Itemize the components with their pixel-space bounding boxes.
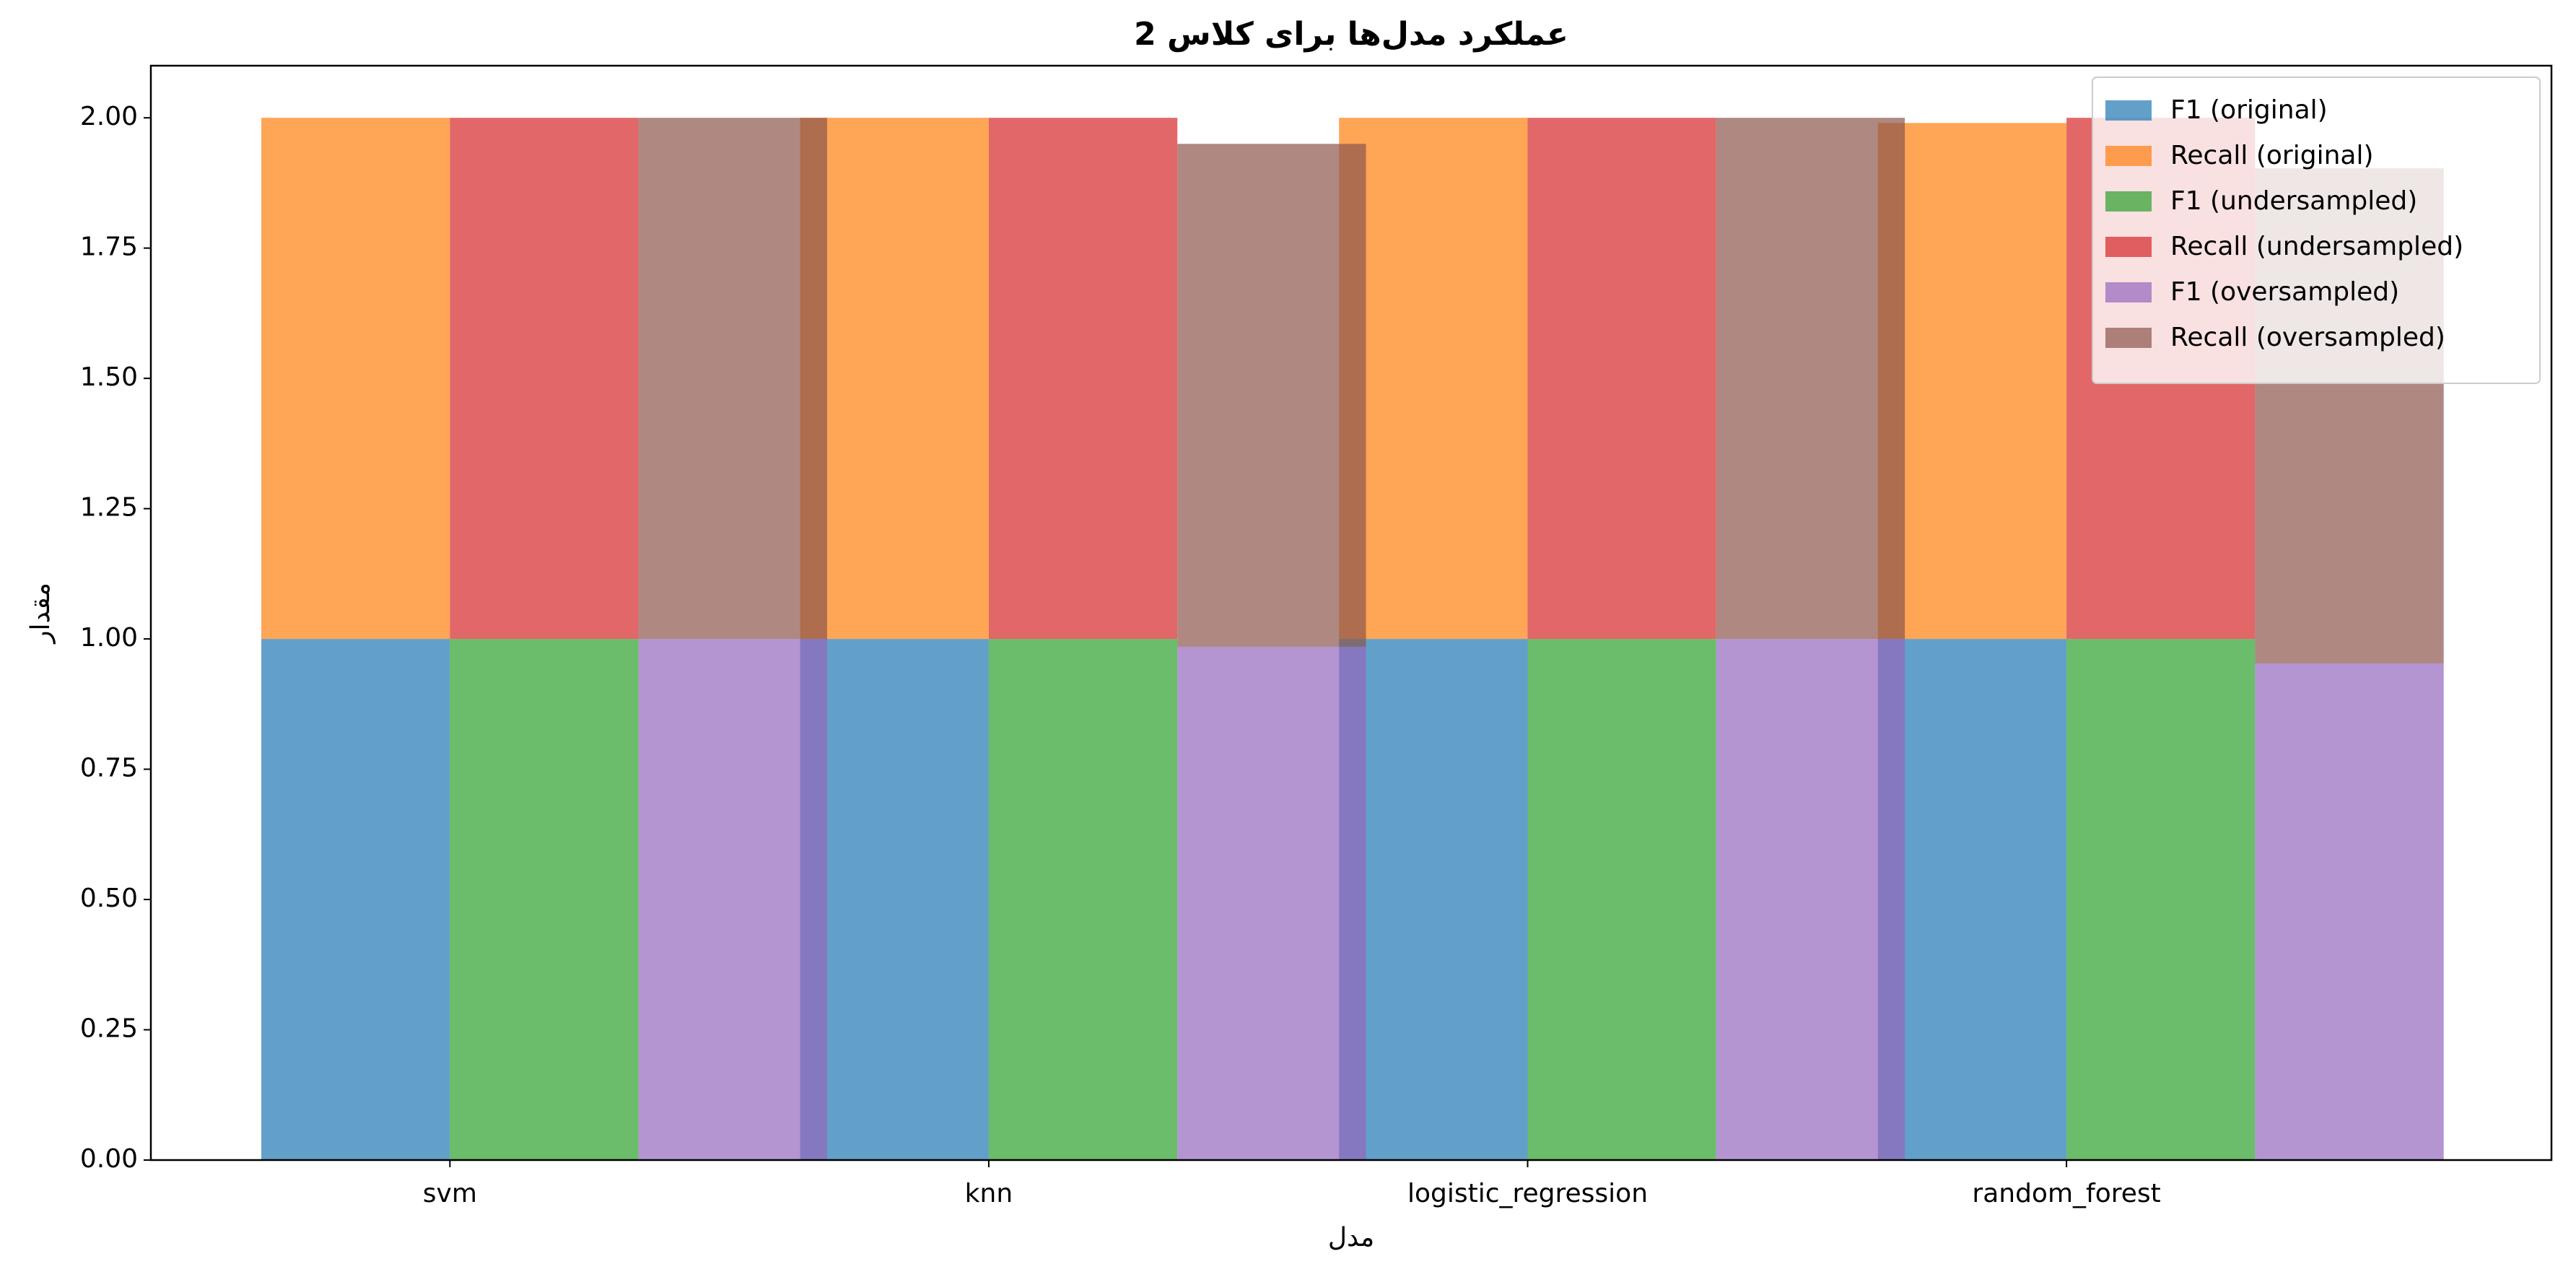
y-tick-label: 0.75 [80, 754, 138, 783]
bar [1177, 646, 1366, 1160]
x-axis-label: مدل [1328, 1223, 1374, 1252]
bar [261, 118, 450, 640]
legend-swatch [2105, 100, 2152, 121]
x-tick-label: random_forest [1972, 1179, 2160, 1208]
legend-swatch [2105, 328, 2152, 348]
legend-label: Recall (undersampled) [2170, 232, 2463, 261]
y-tick-label: 1.75 [80, 232, 138, 262]
bar [638, 118, 827, 640]
bar [450, 639, 639, 1160]
y-axis-label: مقدار [26, 583, 56, 645]
legend-box [2092, 77, 2541, 384]
y-tick-label: 0.50 [80, 884, 138, 913]
x-tick-label: knn [965, 1179, 1013, 1208]
bar [1527, 118, 1716, 640]
bar [1716, 639, 1905, 1160]
chart-title: عملکرد مدل‌ها برای کلاس 2 [1134, 16, 1568, 53]
bar [2066, 639, 2256, 1160]
legend: F1 (original) Recall (original) F1 (unders… [2092, 77, 2541, 384]
bar [1339, 639, 1528, 1160]
legend-swatch [2105, 146, 2152, 166]
bar [2255, 663, 2444, 1160]
y-tick-label: 2.00 [80, 102, 138, 131]
legend-swatch [2105, 237, 2152, 257]
x-tick-label: svm [423, 1179, 477, 1208]
bar [1877, 123, 2067, 640]
bar [1339, 118, 1528, 640]
legend-swatch [2105, 191, 2152, 212]
bar [1877, 639, 2067, 1160]
bar [1527, 639, 1716, 1160]
bar [261, 639, 450, 1160]
x-tick-label: logistic_regression [1407, 1179, 1648, 1208]
y-tick-label: 0.00 [80, 1144, 138, 1174]
plot-frame [149, 64, 2553, 1161]
bar [638, 639, 827, 1160]
legend-label: F1 (oversampled) [2170, 277, 2399, 307]
legend-swatch [2105, 282, 2152, 302]
bar [450, 118, 639, 640]
bar [800, 639, 989, 1160]
y-tick-label: 1.50 [80, 362, 138, 392]
y-tick-label: 1.25 [80, 493, 138, 523]
bar [800, 118, 989, 640]
y-tick-label: 0.25 [80, 1014, 138, 1044]
legend-label: F1 (undersampled) [2170, 186, 2417, 216]
bar [988, 118, 1178, 640]
legend-label: Recall (oversampled) [2170, 323, 2445, 352]
bar [1716, 118, 1905, 640]
bar [1177, 144, 1366, 647]
legend-label: F1 (original) [2170, 95, 2328, 125]
bar [988, 639, 1178, 1160]
legend-label: Recall (original) [2170, 141, 2374, 170]
y-tick-label: 1.00 [80, 623, 138, 653]
